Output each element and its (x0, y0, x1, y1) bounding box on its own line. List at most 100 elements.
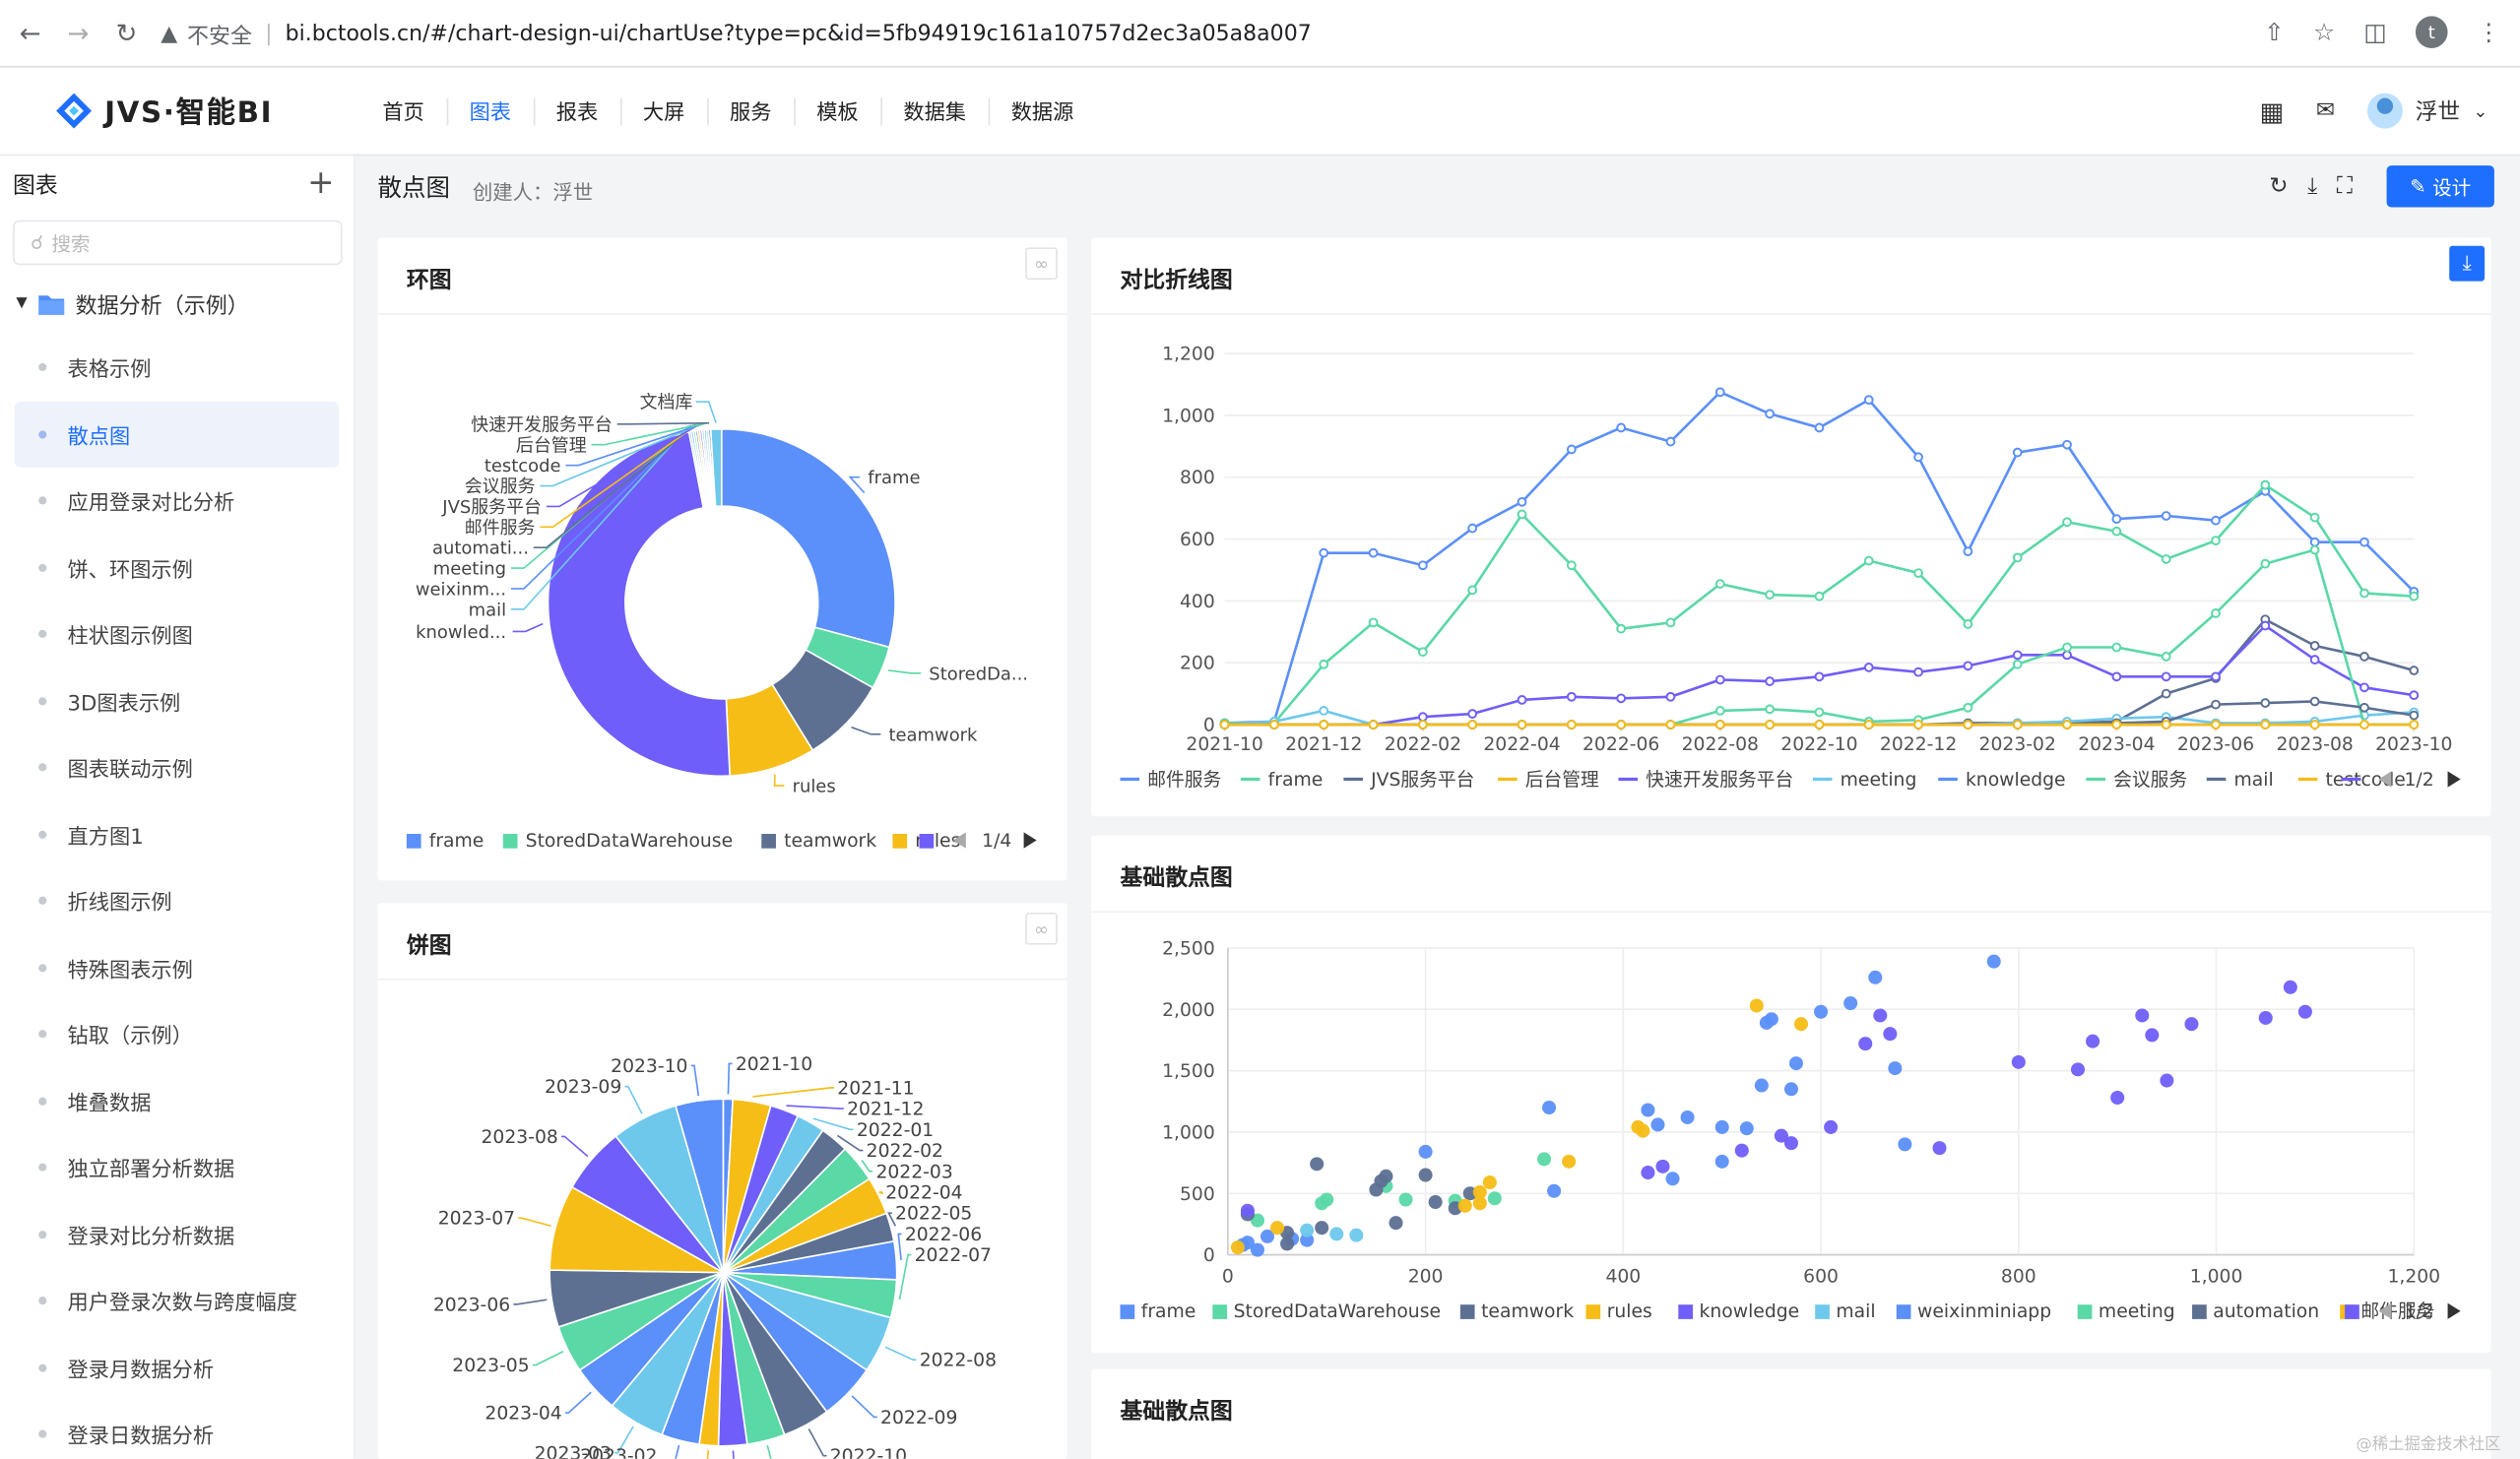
star-icon[interactable]: ☆ (2313, 17, 2336, 47)
nav-item[interactable]: 图表 (446, 68, 534, 157)
scatter-point (1734, 1143, 1749, 1158)
pie-label-line (812, 1117, 854, 1131)
card-divider (1091, 911, 2491, 913)
link-icon[interactable]: ∞ (1025, 247, 1058, 280)
design-button[interactable]: ✎ 设计 (2386, 165, 2494, 208)
nav-item[interactable]: 模板 (794, 68, 880, 157)
sidebar-search-input[interactable]: ☌ 搜索 (13, 220, 343, 266)
refresh-icon[interactable]: ↻ (2269, 173, 2289, 200)
line-point (1863, 720, 1874, 730)
sidebar-item[interactable]: 3D图表示例 (15, 667, 340, 734)
legend-label: JVS服务平台 (1370, 769, 1474, 791)
legend-label: knowledge (1700, 1301, 1800, 1322)
sidebar-item[interactable]: 饼、环图示例 (15, 535, 340, 602)
sidebar-item[interactable]: 柱状图示例图 (15, 601, 340, 667)
donut-label-line (540, 422, 703, 487)
scatter-point (1788, 1056, 1804, 1071)
fullscreen-icon[interactable]: ⛶ (2336, 173, 2353, 200)
nav-item[interactable]: 大屏 (620, 68, 707, 157)
sidebar-item[interactable]: 应用登录对比分析 (15, 468, 340, 535)
line-point (2309, 641, 2320, 651)
pie-label-line (518, 1217, 551, 1228)
sidebar-item[interactable]: 表格示例 (15, 334, 340, 401)
nav-item[interactable]: 数据集 (880, 68, 988, 157)
sidebar-item[interactable]: 登录日数据分析 (15, 1401, 340, 1459)
line-point (2260, 698, 2271, 708)
scatter-point (2086, 1034, 2100, 1048)
logo[interactable]: JVS·智能BI (53, 90, 273, 131)
x-tick-label: 2022-12 (1880, 734, 1957, 755)
donut-label-line (533, 423, 696, 549)
user-menu[interactable]: 浮世 ⌄ (2366, 93, 2488, 129)
scatter-point (1739, 1121, 1754, 1136)
line-point (1319, 659, 1329, 669)
nav-item[interactable]: 首页 (382, 100, 424, 126)
legend-label: teamwork (1481, 1301, 1574, 1322)
author-label: 创建人：浮世 (472, 179, 594, 205)
download-icon[interactable]: ⤓ (2307, 173, 2318, 200)
warning-icon: ▲ (161, 21, 178, 47)
add-icon[interactable]: + (307, 161, 335, 202)
scatter-point (1542, 1100, 1557, 1115)
sidebar-item[interactable]: 登录月数据分析 (15, 1334, 340, 1401)
pie-label-line (836, 1134, 864, 1152)
message-icon[interactable]: ✉ (2315, 97, 2335, 124)
pie-label-line (732, 1450, 735, 1459)
x-tick-label: 0 (1222, 1266, 1234, 1287)
reload-icon[interactable]: ↻ (115, 17, 138, 48)
scatter-point (1457, 1198, 1472, 1213)
sidebar-item[interactable]: 特殊图表示例 (15, 934, 340, 1001)
scatter-point (1482, 1175, 1497, 1190)
donut-label: 会议服务 (465, 476, 536, 497)
profile-avatar[interactable]: t (2415, 16, 2448, 48)
address-bar[interactable]: ▲ 不安全 | bi.bctools.cn/#/chart-design-ui/… (161, 11, 2378, 56)
sidepanel-icon[interactable]: ◫ (2363, 17, 2387, 47)
sidebar-item[interactable]: 折线图示例 (15, 867, 340, 934)
nav-item[interactable]: 服务 (707, 68, 794, 157)
line-point (2260, 479, 2271, 490)
line-point (2359, 588, 2369, 599)
folder-item[interactable]: ▼ 数据分析（示例） (16, 287, 249, 320)
scatter-point (1315, 1221, 1329, 1236)
forward-icon[interactable]: → (67, 17, 90, 48)
line-point (2012, 650, 2023, 661)
sidebar-item[interactable]: 散点图 (14, 401, 340, 468)
card-divider (377, 313, 1067, 315)
apps-grid-icon[interactable]: ▦ (2259, 95, 2285, 127)
menu-icon[interactable]: ⋮ (2476, 17, 2501, 47)
sidebar-item[interactable]: 登录对比分析数据 (15, 1201, 340, 1268)
back-icon[interactable]: ← (19, 17, 41, 48)
sidebar-item[interactable]: 钻取（示例） (15, 1001, 340, 1068)
sidebar-item[interactable]: 直方图1 (15, 801, 340, 868)
download-icon[interactable]: ⤓ (2449, 245, 2486, 282)
pie-label: 2022-06 (905, 1225, 982, 1245)
sidebar-item[interactable]: 用户登录次数与跨度幅度 (15, 1268, 340, 1335)
legend-label: 后台管理 (1525, 769, 1599, 791)
line-point (1765, 590, 1776, 600)
pie-label: 2023-10 (611, 1056, 687, 1077)
nav-item[interactable]: 报表 (533, 68, 620, 157)
bullet-icon (38, 830, 47, 839)
donut-label-line (565, 422, 705, 467)
donut-label-line (773, 774, 785, 787)
sidebar-item[interactable]: 独立部署分析数据 (15, 1134, 340, 1201)
line-point (2409, 720, 2420, 730)
bullet-icon (38, 963, 47, 972)
nav-item[interactable]: 数据源 (988, 68, 1096, 157)
sidebar-item[interactable]: 图表联动示例 (15, 734, 340, 801)
pie-label-line (898, 1253, 912, 1300)
scatter-point (1655, 1159, 1670, 1174)
line-point (2359, 720, 2369, 730)
link-icon[interactable]: ∞ (1025, 912, 1058, 945)
sidebar-item-label: 饼、环图示例 (67, 558, 193, 584)
legend-label: knowledge (1966, 770, 2066, 791)
line-point (1814, 707, 1825, 718)
line-point (2211, 536, 2221, 546)
scatter-point (1270, 1221, 1285, 1236)
sidebar-item[interactable]: 堆叠数据 (15, 1067, 340, 1134)
scatter-point (1714, 1119, 1729, 1134)
share-icon[interactable]: ⇧ (2264, 17, 2285, 47)
legend-next-icon (1023, 832, 1037, 849)
scatter-point (1230, 1240, 1245, 1255)
donut-label: testcode (485, 456, 561, 476)
